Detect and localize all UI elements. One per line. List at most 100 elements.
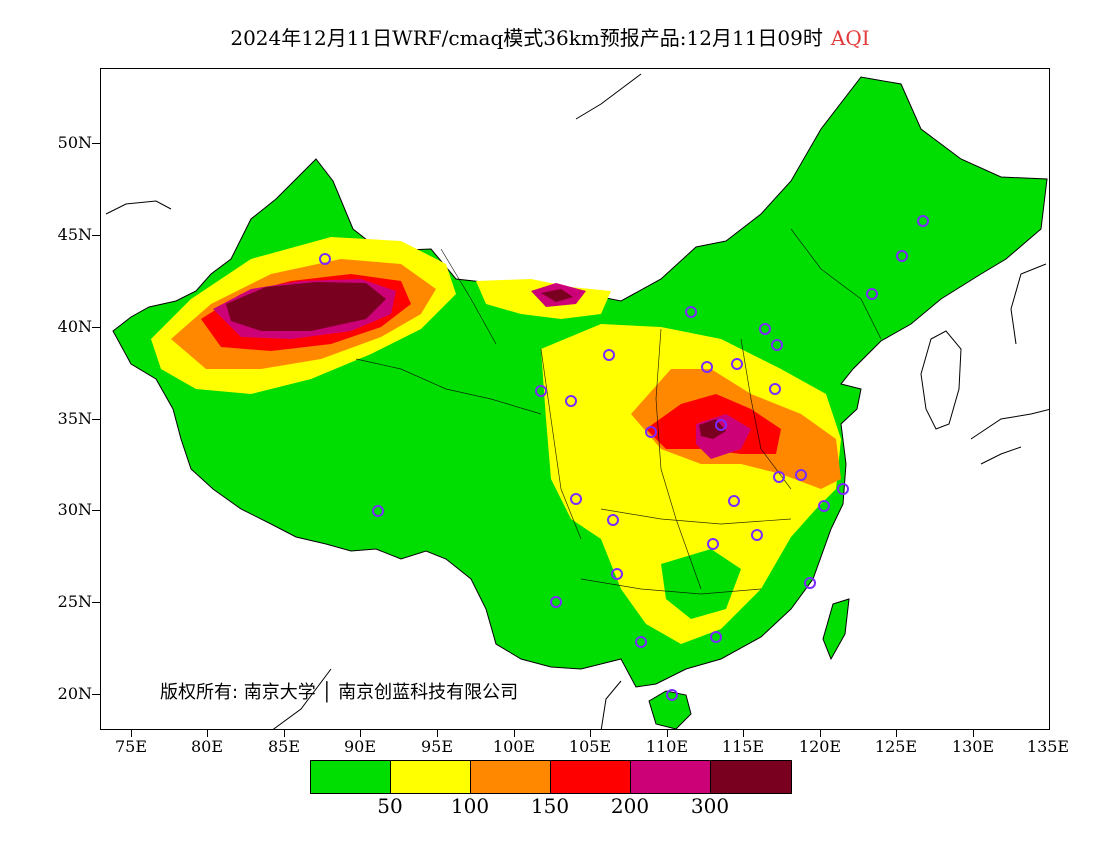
station-marker [715,419,727,431]
lat-tick [92,602,100,603]
lon-tick [667,730,668,737]
lat-tick [92,235,100,236]
severe-zone-central [699,419,726,439]
copyright-notice: 版权所有: 南京大学 │ 南京创蓝科技有限公司 [160,682,519,703]
station-marker [319,253,331,265]
legend-label-150: 150 [530,794,570,818]
lat-tick [92,327,100,328]
lat-tick [92,694,100,695]
lat-tick [92,143,100,144]
station-marker [550,596,562,608]
lon-tick [360,730,361,737]
lon-tick [743,730,744,737]
japan-coast [970,263,1049,465]
legend-swatch-200-300 [631,761,711,793]
lon-label-115e: 115E [721,737,765,756]
station-marker [728,495,740,507]
lon-tick [820,730,821,737]
legend-swatch-50-100 [391,761,471,793]
lon-label-95e: 95E [420,737,454,756]
station-marker [611,568,623,580]
aqi-legend [310,760,792,794]
legend-label-100: 100 [450,794,490,818]
station-marker [773,471,785,483]
legend-swatch-0-50 [311,761,391,793]
lat-label-40n: 40N [57,317,92,336]
lon-tick [284,730,285,737]
station-marker [917,215,929,227]
station-marker [866,288,878,300]
station-marker [570,493,582,505]
station-marker [896,250,908,262]
hainan-island [648,690,692,729]
station-marker [685,306,697,318]
station-marker [707,538,719,550]
lon-label-120e: 120E [798,737,842,756]
lon-tick [896,730,897,737]
station-marker [771,339,783,351]
station-markers [319,215,929,701]
lat-label-50n: 50N [57,133,92,152]
lon-tick [437,730,438,737]
station-marker [710,631,722,643]
lat-label-30n: 30N [57,500,92,519]
map-title: 2024年12月11日WRF/cmaq模式36km预报产品:12月11日09时 A… [0,22,1100,51]
lon-label-105e: 105E [568,737,612,756]
lon-tick [590,730,591,737]
korea-peninsula [920,330,962,430]
lat-tick [92,510,100,511]
legend-swatch-300-plus [711,761,791,793]
station-marker [701,361,713,373]
station-marker [666,689,678,701]
station-marker [759,323,771,335]
map-frame [100,68,1050,730]
station-marker [751,529,763,541]
lon-tick [207,730,208,737]
lon-label-130e: 130E [951,737,995,756]
lon-label-80e: 80E [190,737,224,756]
title-text: 2024年12月11日WRF/cmaq模式36km预报产品:12月11日09时 [230,26,823,50]
lon-label-125e: 125E [874,737,918,756]
station-marker [769,383,781,395]
lon-label-100e: 100E [492,737,536,756]
legend-label-300: 300 [690,794,730,818]
station-marker [565,395,577,407]
russia-coast [105,73,642,215]
green-patch-south [661,549,741,619]
indochina-coast [272,668,622,729]
legend-label-50: 50 [377,794,403,818]
lon-tick [514,730,515,737]
aqi-map [105,73,1049,729]
station-marker [731,358,743,370]
lon-label-135e: 135E [1026,737,1070,756]
lat-label-45n: 45N [57,225,92,244]
title-variable: AQI [830,26,870,50]
lon-label-75e: 75E [114,737,148,756]
lat-label-25n: 25N [57,592,92,611]
lon-label-110e: 110E [645,737,689,756]
station-marker [804,577,816,589]
severe-zone-north [541,289,573,302]
legend-swatch-150-200 [551,761,631,793]
station-marker [645,426,657,438]
lon-label-85e: 85E [267,737,301,756]
severe-zone-xinjiang [226,282,386,331]
legend-label-200: 200 [610,794,650,818]
lat-tick [92,419,100,420]
station-marker [603,349,615,361]
lat-label-20n: 20N [57,684,92,703]
station-marker [607,514,619,526]
legend-swatch-100-150 [471,761,551,793]
station-marker [535,385,547,397]
lon-label-90e: 90E [343,737,377,756]
station-marker [795,469,807,481]
taiwan-island [822,598,850,661]
station-marker [372,505,384,517]
station-marker [635,636,647,648]
lon-tick [131,730,132,737]
station-marker [837,483,849,495]
lat-label-35n: 35N [57,409,92,428]
province-boundaries [355,228,882,595]
lon-tick [973,730,974,737]
station-marker [818,500,830,512]
